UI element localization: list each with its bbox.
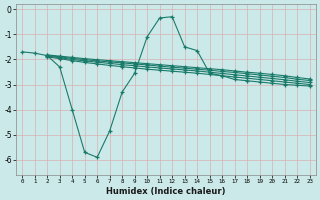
X-axis label: Humidex (Indice chaleur): Humidex (Indice chaleur) xyxy=(106,187,226,196)
